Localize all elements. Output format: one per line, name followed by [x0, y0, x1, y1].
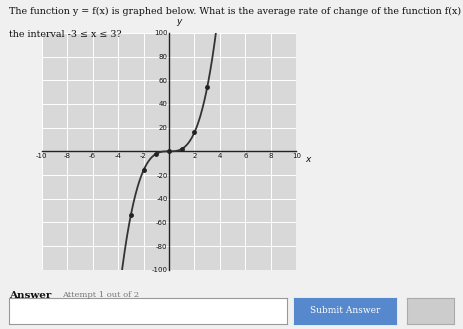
- Text: y: y: [176, 17, 182, 26]
- Text: Submit Answer: Submit Answer: [310, 306, 380, 316]
- Text: the interval -3 ≤ x ≤ 3?: the interval -3 ≤ x ≤ 3?: [9, 30, 122, 38]
- Text: The function y = f(x) is graphed below. What is the average rate of change of th: The function y = f(x) is graphed below. …: [9, 7, 463, 16]
- Text: x: x: [305, 155, 311, 164]
- Text: Answer: Answer: [9, 291, 52, 300]
- Text: Attempt 1 out of 2: Attempt 1 out of 2: [63, 291, 140, 299]
